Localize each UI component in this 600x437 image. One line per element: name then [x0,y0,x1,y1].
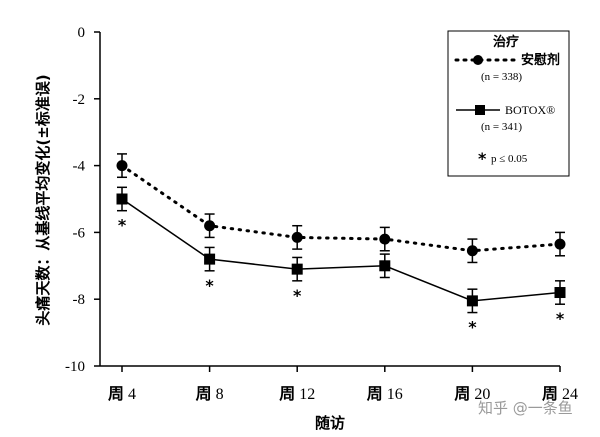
y-tick-label: 0 [78,25,86,41]
x-tick-label-number: 16 [383,386,403,403]
significance-asterisk: * [205,276,214,295]
series-layer [116,153,566,314]
x-tick-label-number: 8 [212,386,224,403]
y-tick-label: -6 [73,225,86,241]
x-tick-label: 周 8 [196,384,224,403]
y-tick-label: -8 [73,292,86,308]
x-tick-label-number: 12 [295,386,315,403]
x-tick-label: 周 4 [108,384,136,403]
y-tick-label: -10 [65,359,85,375]
legend-significance-symbol: * [478,149,487,168]
legend-placebo-n: (n = 338) [481,71,522,83]
data-point-botox [204,253,216,265]
legend-significance-note: p ≤ 0.05 [491,153,528,165]
x-tick-label-unit: 周 [454,384,470,403]
legend-placebo-name: 安慰剂 [521,52,560,68]
x-tick-label-number: 24 [558,386,578,403]
x-tick-label-unit: 周 [279,384,295,403]
significance-asterisk: * [293,286,302,305]
x-tick-label-number: 4 [124,386,136,403]
watermark-text: 知乎 @一条鱼 [478,399,573,417]
x-tick-label-unit: 周 [108,384,124,403]
x-axis-title: 随访 [315,414,345,432]
data-point-placebo [116,160,128,172]
legend-botox-n: (n = 341) [481,121,522,133]
y-tick-label: -4 [73,159,86,175]
legend-title: 治疗 [493,34,519,50]
x-tick-label-number: 20 [470,386,490,403]
series-line-placebo [120,164,562,253]
x-tick-label: 周 20 [454,384,490,403]
series-line-botox [121,198,561,302]
legend: 治疗 安慰剂 (n = 338) BOTOX® (n = 341) * p ≤ … [447,30,570,177]
data-point-placebo [291,231,303,243]
x-tick-label: 周 16 [367,384,403,403]
data-point-placebo [466,245,478,257]
data-point-placebo [554,238,566,250]
significance-markers: * * * * * [118,216,565,337]
significance-asterisk: * [118,216,127,235]
legend-botox-marker [475,105,485,115]
data-point-botox [466,295,478,307]
legend-box [447,30,570,177]
x-tick-label-unit: 周 [367,384,383,403]
y-tick-label: -2 [73,92,86,108]
y-axis-title: 头痛天数：从基线平均变化(±标准误) [34,74,52,325]
data-point-botox [291,263,303,275]
x-tick-label: 周 12 [279,384,315,403]
significance-asterisk: * [556,309,565,328]
data-point-botox [116,193,128,205]
legend-placebo-marker [473,55,483,65]
x-tick-label-unit: 周 [542,384,558,403]
x-tick-label-unit: 周 [196,384,212,403]
data-point-botox [379,260,391,272]
data-point-placebo [204,220,216,232]
significance-asterisk: * [468,318,477,337]
y-axis-ticks: 0 -2 -4 -6 -8 -10 [65,25,100,375]
data-point-placebo [379,233,391,245]
data-point-botox [554,287,566,299]
x-tick-label: 周 24 [542,384,578,403]
legend-botox-name: BOTOX® [505,103,555,117]
